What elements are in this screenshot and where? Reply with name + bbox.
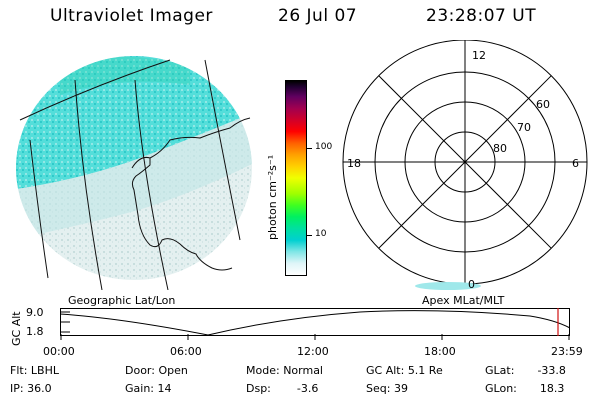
door-value: Open — [158, 364, 188, 377]
gc-alt-label: GC Alt: — [366, 364, 405, 377]
gc-alt-min: 1.8 — [26, 325, 44, 338]
door-label: Door: — [125, 364, 155, 377]
colorbar-title: photon cm⁻²s⁻¹ — [266, 154, 279, 240]
dsp-label: Dsp: — [246, 382, 271, 395]
dsp-value: -3.6 — [296, 382, 319, 395]
meridian-line — [204, 59, 241, 241]
time-tick-1200: 12:00 — [297, 345, 329, 358]
door-status: Door: Open — [125, 364, 188, 377]
time-label: 23:28:07 UT — [426, 6, 537, 26]
apex-label: Apex MLat/MLT — [422, 294, 505, 307]
ip-label: IP: — [10, 382, 24, 395]
colorbar-tick-100: 100 — [315, 142, 333, 152]
gain-value: 14 — [157, 382, 172, 395]
filter-value: LBHL — [30, 364, 59, 377]
seq-status: Seq: 39 — [366, 382, 408, 395]
auroral-band — [16, 56, 252, 190]
geographic-label: Geographic Lat/Lon — [68, 294, 176, 307]
gain-status: Gain: 14 — [125, 382, 172, 395]
meridian-line — [29, 139, 49, 279]
geographic-image — [16, 56, 252, 290]
mlat-label-80: 80 — [493, 142, 507, 155]
coastline — [131, 117, 251, 271]
filter-status: Flt: LBHL — [10, 364, 59, 377]
filter-label: Flt: — [10, 364, 28, 377]
gain-label: Gain: — [125, 382, 154, 395]
gc-alt-value: 5.1 Re — [407, 364, 443, 377]
time-axis — [60, 334, 570, 340]
latitude-line — [19, 59, 171, 121]
mlt-label-18: 18 — [347, 157, 361, 170]
gc-alt-axis-title: GC Alt — [10, 311, 23, 346]
ip-value: 36.0 — [27, 382, 52, 395]
mode-status: Mode: Normal — [246, 364, 323, 377]
date-label: 26 Jul 07 — [278, 6, 358, 26]
mode-value: Normal — [283, 364, 323, 377]
instrument-title: Ultraviolet Imager — [50, 6, 213, 26]
glat-label: GLat: — [485, 364, 515, 377]
meridian-line — [74, 79, 103, 290]
meridian-line — [134, 79, 169, 290]
time-tick-0600: 06:00 — [170, 345, 202, 358]
colorbar — [285, 80, 307, 276]
colorbar-tick-10: 10 — [315, 229, 327, 239]
time-tick-1800: 18:00 — [424, 345, 456, 358]
mlt-label-12: 12 — [472, 49, 486, 62]
colorbar-tick — [307, 235, 312, 236]
glat-value: -33.8 — [537, 364, 566, 377]
mlt-label-6: 6 — [572, 157, 579, 170]
polar-plot: 12 18 6 0 60 70 80 — [342, 40, 588, 291]
seq-value: 39 — [393, 382, 408, 395]
seq-label: Seq: — [366, 382, 391, 395]
glon-value: 18.3 — [539, 382, 565, 395]
gc-alt-max: 9.0 — [26, 306, 44, 319]
ip-status: IP: 36.0 — [10, 382, 52, 395]
altitude-curve — [60, 308, 570, 336]
glon-status: GLon: 18.3 — [485, 382, 564, 395]
polar-spoke — [378, 75, 552, 249]
polar-aurora-blob — [415, 282, 481, 290]
mlt-label-0: 0 — [468, 278, 475, 291]
gc-alt-status: GC Alt: 5.1 Re — [366, 364, 443, 377]
glon-label: GLon: — [485, 382, 517, 395]
time-tick-2359: 23:59 — [551, 345, 583, 358]
mlat-label-60: 60 — [536, 98, 550, 111]
dsp-status: Dsp: -3.6 — [246, 382, 318, 395]
mode-label: Mode: — [246, 364, 280, 377]
time-tick-0000: 00:00 — [43, 345, 75, 358]
glat-status: GLat: -33.8 — [485, 364, 566, 377]
colorbar-tick — [307, 148, 312, 149]
mlat-label-70: 70 — [517, 121, 531, 134]
